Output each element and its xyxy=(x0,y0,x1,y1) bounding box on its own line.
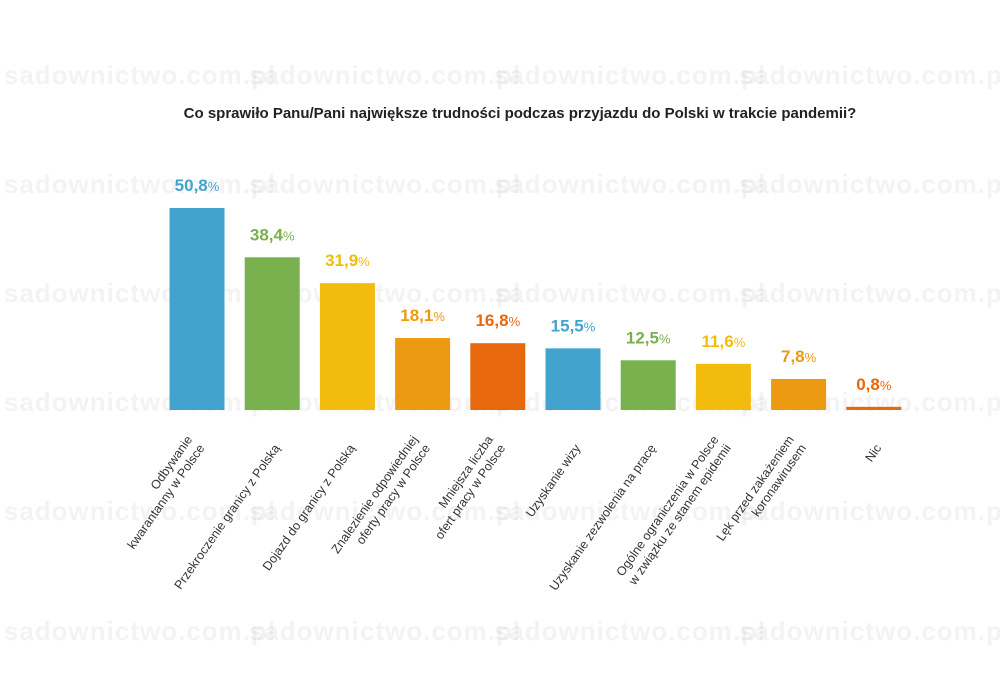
data-label: 16,8% xyxy=(475,311,520,330)
watermark-text: sadownictwo.com.pl xyxy=(494,60,766,90)
watermark-text: sadownictwo.com.pl xyxy=(739,278,1000,308)
watermark-text: sadownictwo.com.pl xyxy=(494,496,766,526)
data-label: 0,8% xyxy=(856,375,892,394)
watermark-text: sadownictwo.com.pl xyxy=(249,60,521,90)
watermark-text: sadownictwo.com.pl xyxy=(4,616,276,646)
watermark-text: sadownictwo.com.pl xyxy=(4,169,276,199)
bar xyxy=(244,257,300,410)
watermark-text: sadownictwo.com.pl xyxy=(494,616,766,646)
bar xyxy=(695,363,751,410)
bar xyxy=(846,406,902,410)
watermark-text: sadownictwo.com.pl xyxy=(494,169,766,199)
bar xyxy=(470,343,526,410)
tick-label: Odbywaniekwarantanny w Polsce xyxy=(112,433,207,552)
chart-title: Co sprawiło Panu/Pani największe trudnoś… xyxy=(184,105,857,122)
watermark-text: sadownictwo.com.pl xyxy=(4,496,276,526)
watermark-text: sadownictwo.com.pl xyxy=(494,278,766,308)
data-label: 15,5% xyxy=(551,316,596,335)
watermark-text: sadownictwo.com.pl xyxy=(249,496,521,526)
watermark-text: sadownictwo.com.pl xyxy=(739,496,1000,526)
bar xyxy=(620,360,676,410)
bar xyxy=(545,348,601,410)
watermark-text: sadownictwo.com.pl xyxy=(4,278,276,308)
data-label: 38,4% xyxy=(250,225,295,244)
data-label: 50,8% xyxy=(175,176,220,195)
data-label: 18,1% xyxy=(400,306,445,325)
data-label: 11,6% xyxy=(702,332,746,351)
watermark-text: sadownictwo.com.pl xyxy=(249,169,521,199)
bar xyxy=(319,283,375,410)
tick-label: Nic xyxy=(862,442,884,465)
watermark-text: sadownictwo.com.pl xyxy=(739,169,1000,199)
watermark-text: sadownictwo.com.pl xyxy=(739,60,1000,90)
bar xyxy=(771,378,827,410)
watermark-text: sadownictwo.com.pl xyxy=(4,60,276,90)
data-label: 7,8% xyxy=(781,347,817,366)
bars-layer: 50,8%Odbywaniekwarantanny w Polsce38,4%P… xyxy=(112,176,902,593)
watermark-layer: sadownictwo.com.plsadownictwo.com.plsado… xyxy=(4,60,1000,646)
watermark-text: sadownictwo.com.pl xyxy=(249,616,521,646)
data-label: 12,5% xyxy=(626,328,671,347)
bar xyxy=(169,208,225,410)
watermark-text: sadownictwo.com.pl xyxy=(739,616,1000,646)
bar xyxy=(395,338,451,410)
watermark-text: sadownictwo.com.pl xyxy=(4,387,276,417)
data-label: 31,9% xyxy=(325,251,370,270)
